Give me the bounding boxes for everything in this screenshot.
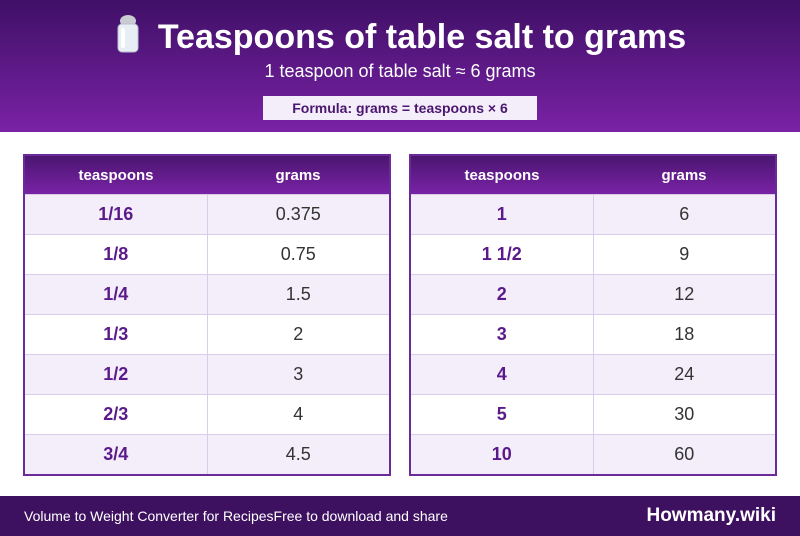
table-cell: 1 1/2: [411, 235, 594, 274]
footer: Volume to Weight Converter for RecipesFr…: [0, 496, 800, 536]
table-body: 1/16 0.375 1/8 0.75 1/4 1.5 1/3 2 1/2 3 2/3 4 3/4 4.5: [25, 194, 389, 474]
table-row: 2 12: [411, 274, 775, 314]
table: teaspoons grams 1 6 1 1/2 9 2 12 3 18 4 24 5 30 10 60: [409, 154, 777, 476]
table-cell: 60: [674, 444, 695, 464]
table-cell: 1/8: [25, 235, 208, 274]
table-cell: 1: [411, 195, 594, 234]
table-row: 4 24: [411, 354, 775, 394]
column-header: grams: [661, 166, 707, 184]
salt-shaker-icon: [117, 15, 139, 53]
table-cell: 30: [674, 404, 695, 424]
table-cell: 3: [293, 364, 304, 384]
table-cell: 6: [679, 204, 690, 224]
table-cell: 2: [411, 275, 594, 314]
table-row: 10 60: [411, 434, 775, 474]
formula: Formula: grams = teaspoons × 6: [263, 96, 537, 120]
table-cell: 4: [293, 404, 304, 424]
table-cell: 3: [411, 315, 594, 354]
table-cell: 12: [674, 284, 695, 304]
table-cell: 10: [411, 435, 594, 474]
header: Teaspoons of table salt to grams 1 teasp…: [0, 0, 800, 132]
footer-left: Volume to Weight Converter for Recipes: [24, 508, 274, 524]
column-header: teaspoons: [78, 166, 154, 184]
column-header: grams: [275, 166, 321, 184]
table-cell: 5: [411, 395, 594, 434]
subtitle: 1 teaspoon of table salt ≈ 6 grams: [264, 61, 536, 81]
table-cell: 0.75: [280, 244, 316, 264]
header-row: teaspoons grams: [25, 156, 389, 194]
table-cell: 1.5: [285, 284, 311, 304]
table-row: 1 1/2 9: [411, 234, 775, 274]
title: Teaspoons of table salt to grams: [157, 18, 687, 56]
table-cell: 1/2: [25, 355, 208, 394]
footer-middle: Free to download and share: [273, 508, 448, 524]
table-cell: 18: [674, 324, 695, 344]
table-row: 1/8 0.75: [25, 234, 389, 274]
table-cell: 2/3: [25, 395, 208, 434]
table-cell: 4: [411, 355, 594, 394]
table-row: 1/2 3: [25, 354, 389, 394]
footer-text: Volume to Weight Converter for RecipesFr…: [24, 508, 448, 524]
table-cell: 1/3: [25, 315, 208, 354]
table-row: 5 30: [411, 394, 775, 434]
table-row: 3/4 4.5: [25, 434, 389, 474]
table-row: 1/16 0.375: [25, 194, 389, 234]
table-cell: 3/4: [25, 435, 208, 474]
table-cell: 2: [293, 324, 304, 344]
table-cell: 24: [674, 364, 695, 384]
table-row: 3 18: [411, 314, 775, 354]
column-header: teaspoons: [464, 166, 540, 184]
table: teaspoons grams 1/16 0.375 1/8 0.75 1/4 1.5 1/3 2…: [23, 154, 391, 476]
table-cell: 4.5: [285, 444, 311, 464]
title-row: Teaspoons of table salt to grams: [0, 14, 800, 57]
table-cell: 0.375: [275, 204, 321, 224]
table-cell: 9: [679, 244, 690, 264]
table-row: 1/3 2: [25, 314, 389, 354]
table-row: 2/3 4: [25, 394, 389, 434]
table-cell: 1/4: [25, 275, 208, 314]
header-row: teaspoons grams: [411, 156, 775, 194]
brand: Howmany.wiki: [646, 505, 776, 526]
table-cell: 1/16: [25, 195, 208, 234]
table-row: 1/4 1.5: [25, 274, 389, 314]
